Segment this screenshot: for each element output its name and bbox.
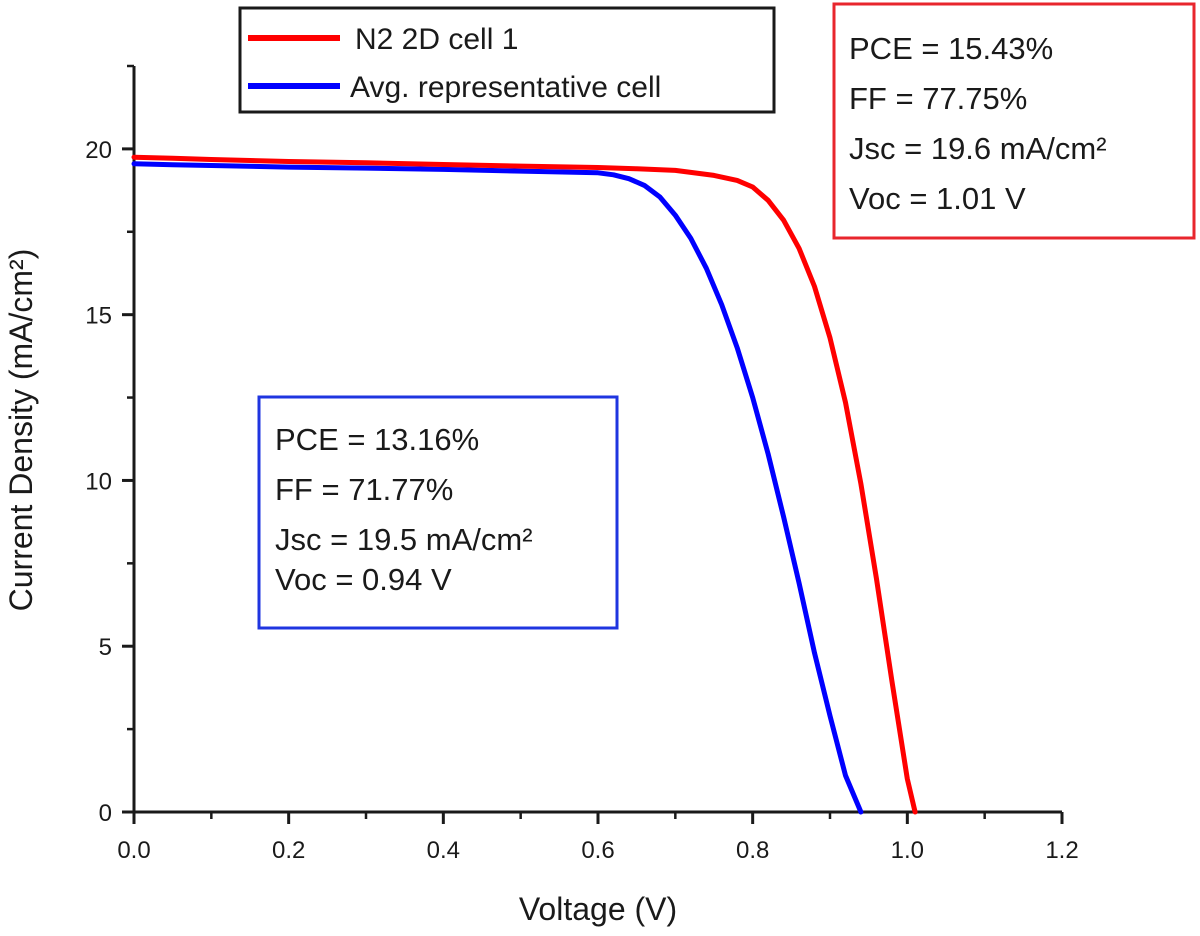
x-tick-label: 0.8 <box>736 837 769 864</box>
x-tick-label: 0.0 <box>117 837 150 864</box>
series-line-n2-2d-cell-1 <box>131 154 918 815</box>
legend-frame <box>238 6 776 114</box>
series-lines <box>131 154 918 815</box>
ticks: 0.0 0.2 0.4 0.6 0.8 1.0 1.2 0 5 10 15 20 <box>85 64 1079 864</box>
blue-stat-jsc: Jsc = 19.5 mA/cm² <box>275 522 533 557</box>
red-stats-box: PCE = 15.43% FF = 77.75% Jsc = 19.6 mA/c… <box>832 2 1196 240</box>
y-tick-label: 15 <box>85 303 112 330</box>
x-tick-label: 0.4 <box>427 837 460 864</box>
red-stats-frame <box>832 2 1196 240</box>
y-tick-label: 5 <box>99 634 112 661</box>
x-tick-label: 0.2 <box>272 837 305 864</box>
red-stat-ff: FF = 77.75% <box>849 81 1027 116</box>
blue-stat-ff: FF = 71.77% <box>275 472 453 507</box>
y-tick-label: 20 <box>85 137 112 164</box>
blue-stat-voc: Voc = 0.94 V <box>275 562 452 597</box>
red-stat-pce: PCE = 15.43% <box>849 31 1053 66</box>
y-tick-label: 10 <box>85 468 112 495</box>
blue-stats-box: PCE = 13.16% FF = 71.77% Jsc = 19.5 mA/c… <box>257 395 619 630</box>
series-line-avg-representative-cell <box>131 161 864 815</box>
blue-stats-frame <box>257 395 619 630</box>
blue-stat-pce: PCE = 13.16% <box>275 422 479 457</box>
x-tick-label: 1.0 <box>891 837 924 864</box>
x-tick-label: 0.6 <box>581 837 614 864</box>
legend-label-avg-representative-cell: Avg. representative cell <box>350 71 661 104</box>
y-axis-title: Current Density (mA/cm²) <box>3 249 39 612</box>
red-stat-voc: Voc = 1.01 V <box>849 181 1026 216</box>
x-tick-label: 1.2 <box>1045 837 1078 864</box>
x-axis-title: Voltage (V) <box>519 891 677 927</box>
red-stat-jsc: Jsc = 19.6 mA/cm² <box>849 131 1107 166</box>
legend-label-n2-2d-cell-1: N2 2D cell 1 <box>355 23 518 56</box>
y-tick-label: 0 <box>99 800 112 827</box>
legend: N2 2D cell 1 Avg. representative cell <box>238 6 776 114</box>
